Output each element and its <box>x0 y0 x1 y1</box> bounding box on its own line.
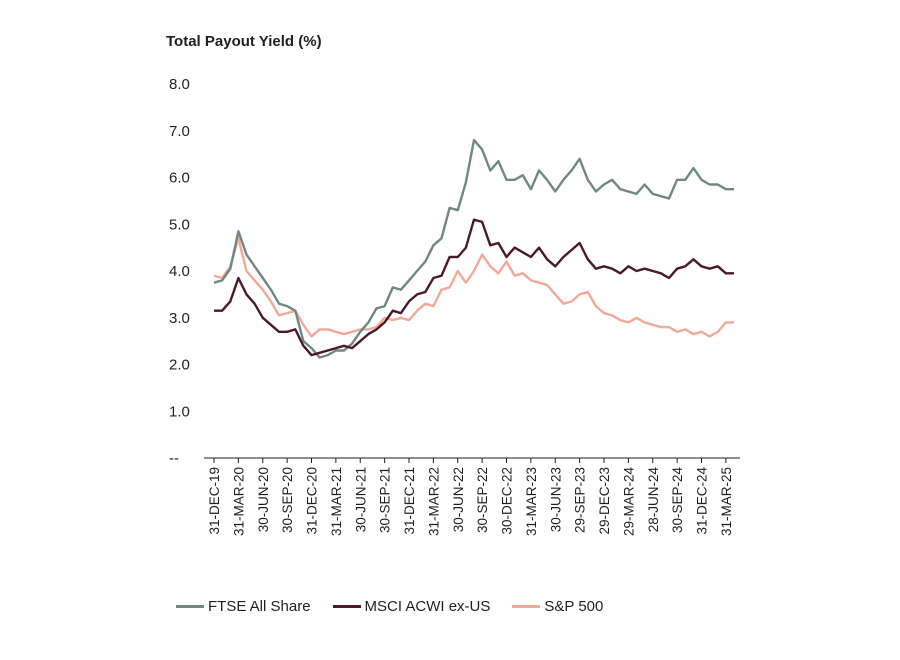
series-layer <box>213 138 734 359</box>
legend-swatch <box>176 605 204 608</box>
x-tick-label: 30-DEC-22 <box>500 467 515 535</box>
y-axis-ticks: -- 1.0 2.0 3.0 4.0 5.0 6.0 7.0 8.0 <box>169 76 190 467</box>
x-tick-label: 31-DEC-19 <box>207 467 222 535</box>
x-tick-label: 29-SEP-23 <box>573 467 588 533</box>
x-tick-label: 31-MAR-21 <box>329 467 344 536</box>
x-tick-label: 31-DEC-24 <box>695 467 710 535</box>
x-tick-label: 31-MAR-23 <box>524 467 539 536</box>
x-tick-label: 31-MAR-25 <box>719 467 734 536</box>
x-tick-label: 30-SEP-22 <box>475 467 490 533</box>
x-tick-label: 30-SEP-24 <box>670 467 685 534</box>
y-tick-label: -- <box>169 450 179 467</box>
y-tick-label: 7.0 <box>169 123 190 140</box>
x-tick-label: 30-SEP-20 <box>280 467 295 533</box>
x-tick-label: 31-DEC-21 <box>402 467 417 535</box>
y-tick-label: 3.0 <box>169 310 190 327</box>
x-tick-label: 30-SEP-21 <box>378 467 393 533</box>
legend-label: S&P 500 <box>544 598 604 615</box>
x-tick-label: 29-MAR-24 <box>621 467 636 537</box>
x-tick-label: 30-JUN-20 <box>256 467 271 532</box>
y-tick-label: 5.0 <box>169 216 190 233</box>
y-tick-label: 8.0 <box>169 76 190 93</box>
x-tick-label: 31-DEC-20 <box>305 467 320 535</box>
x-tick-label: 29-DEC-23 <box>597 467 612 535</box>
legend-item: FTSE All Share <box>176 598 311 615</box>
y-tick-label: 6.0 <box>169 170 190 187</box>
legend-label: FTSE All Share <box>208 598 311 615</box>
legend-swatch <box>512 605 541 608</box>
x-tick-label: 31-MAR-22 <box>426 467 441 536</box>
chart-title: Total Payout Yield (%) <box>166 33 322 50</box>
y-tick-label: 1.0 <box>169 403 190 420</box>
x-tick-label: 30-JUN-22 <box>451 467 466 532</box>
legend: FTSE All Share MSCI ACWI ex-US S&P 500 <box>176 598 603 615</box>
legend-item: S&P 500 <box>512 598 603 615</box>
y-tick-label: 2.0 <box>169 357 190 374</box>
series-line-msci-acwi-ex-us <box>214 218 734 357</box>
x-tick-label: 30-JUN-23 <box>548 467 563 532</box>
x-axis-ticks: 31-DEC-19 31-MAR-20 30-JUN-20 30-SEP-20 31-D… <box>207 458 734 536</box>
series-line-ftse-all-share <box>213 138 734 359</box>
legend-label: MSCI ACWI ex-US <box>364 598 491 615</box>
x-tick-label: 28-JUN-24 <box>646 467 661 533</box>
x-tick-label: 30-JUN-21 <box>353 467 368 532</box>
x-tick-label: 31-MAR-20 <box>231 467 246 536</box>
series-line-s-p-500 <box>213 237 734 338</box>
legend-item: MSCI ACWI ex-US <box>332 598 491 615</box>
y-tick-label: 4.0 <box>169 263 190 280</box>
legend-swatch <box>332 605 361 608</box>
